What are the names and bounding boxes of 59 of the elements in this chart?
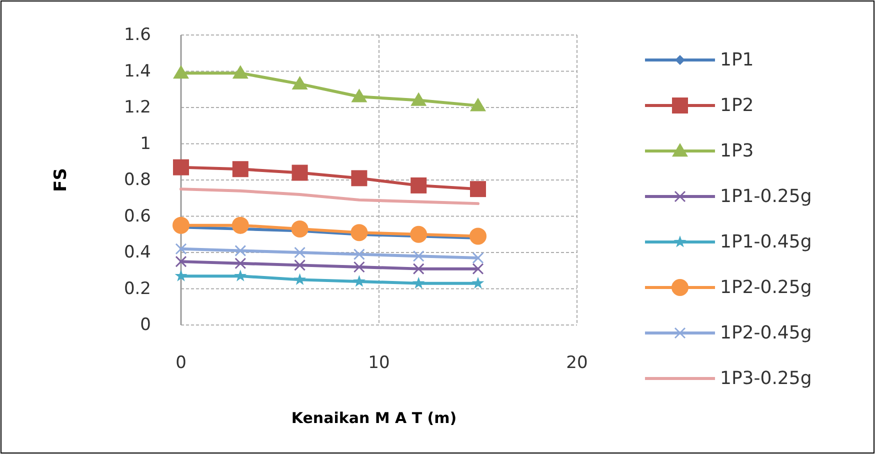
y-tick-label: 0.8	[124, 170, 151, 190]
point	[234, 244, 246, 256]
legend-label: 1P1-0.25g	[720, 186, 812, 207]
y-tick-label: 0.4	[124, 242, 151, 262]
point	[173, 159, 189, 176]
point	[470, 98, 486, 112]
legend-label: 1P2	[720, 95, 754, 116]
point	[292, 164, 308, 181]
point	[294, 259, 306, 271]
point	[172, 216, 190, 234]
point	[353, 261, 365, 273]
y-tick-label: 1.6	[124, 25, 151, 45]
y-tick-label: 0	[140, 315, 151, 335]
y-tick-label: 0.2	[124, 278, 151, 299]
point	[410, 226, 428, 243]
x-tick-label: 0	[176, 353, 186, 373]
point	[234, 270, 247, 282]
point	[412, 263, 424, 275]
point	[412, 250, 424, 262]
point	[234, 258, 246, 270]
point	[472, 263, 484, 275]
point	[232, 161, 248, 178]
point	[174, 270, 188, 282]
line-series	[180, 188, 480, 206]
legend-label: 1P2-0.45g	[720, 322, 812, 344]
legend-label: 1P3	[720, 140, 754, 162]
point	[470, 181, 486, 198]
point	[351, 88, 368, 102]
point	[175, 256, 187, 268]
point	[470, 228, 486, 245]
legend-label: 1P1-0.45g	[720, 232, 812, 252]
point	[410, 177, 427, 194]
point	[353, 275, 366, 287]
y-axis-title: FS	[51, 168, 71, 192]
point	[351, 170, 368, 186]
x-tick-label: 10	[368, 353, 390, 373]
y-tick-label: 0.6	[124, 206, 151, 226]
point	[232, 65, 248, 79]
x-axis-title: Kenaikan M A T (m)	[291, 409, 457, 427]
point	[173, 65, 189, 79]
legend-label: 1P1	[720, 50, 754, 70]
y-tick-label: 1.2	[124, 98, 151, 118]
x-tick-label: 20	[566, 353, 588, 373]
point	[353, 248, 365, 260]
legend-label: 1P3-0.25g	[720, 368, 812, 389]
point	[294, 273, 306, 285]
point	[350, 224, 368, 242]
point	[410, 92, 427, 106]
point	[175, 243, 187, 255]
point	[291, 220, 308, 238]
y-tick-label: 1	[140, 134, 151, 154]
point	[292, 76, 308, 90]
point	[472, 276, 484, 289]
y-tick-label: 1.4	[124, 61, 151, 82]
point	[412, 276, 425, 289]
point	[232, 216, 249, 234]
point	[294, 246, 306, 258]
legend-label: 1P2-0.25g	[720, 277, 812, 298]
point	[472, 252, 484, 264]
